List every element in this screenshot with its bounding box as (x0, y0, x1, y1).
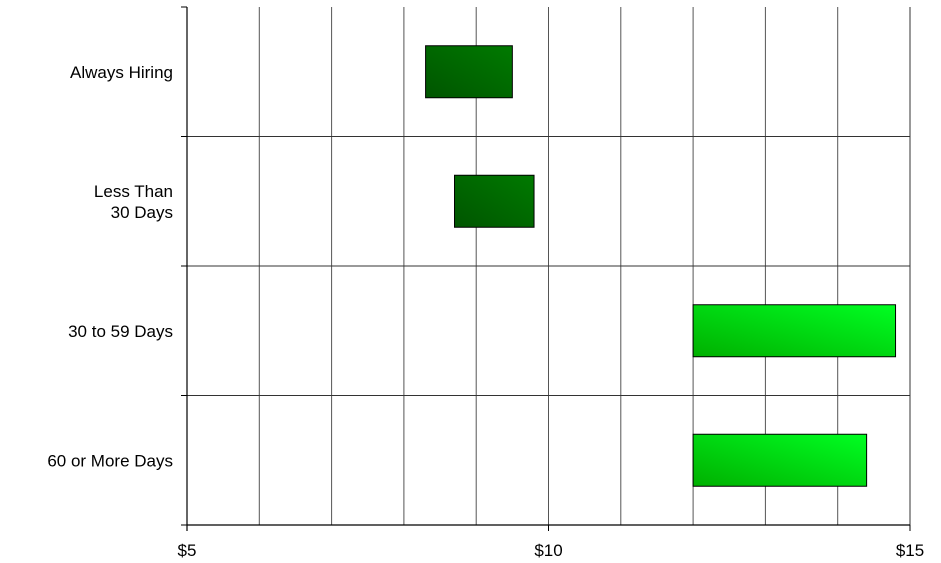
range-bars (425, 45, 897, 487)
category-label: Always Hiring (70, 63, 173, 82)
range-bar (692, 304, 897, 358)
category-label: 60 or More Days (47, 451, 173, 470)
grid-lines (181, 6, 910, 526)
range-bar (692, 433, 868, 487)
x-tick-label: $5 (178, 541, 197, 560)
range-bar (425, 45, 513, 99)
x-tick-label: $10 (534, 541, 562, 560)
x-tick-labels: $5 $10 $15 (178, 541, 925, 560)
category-label: Less Than (94, 182, 173, 201)
category-label: 30 to 59 Days (68, 322, 173, 341)
range-bar (454, 174, 535, 228)
plot-frame (186, 7, 911, 531)
x-tick-label: $15 (896, 541, 924, 560)
category-label: 30 Days (111, 203, 173, 222)
category-labels: Always Hiring Less Than 30 Days 30 to 59 Da… (47, 63, 173, 471)
